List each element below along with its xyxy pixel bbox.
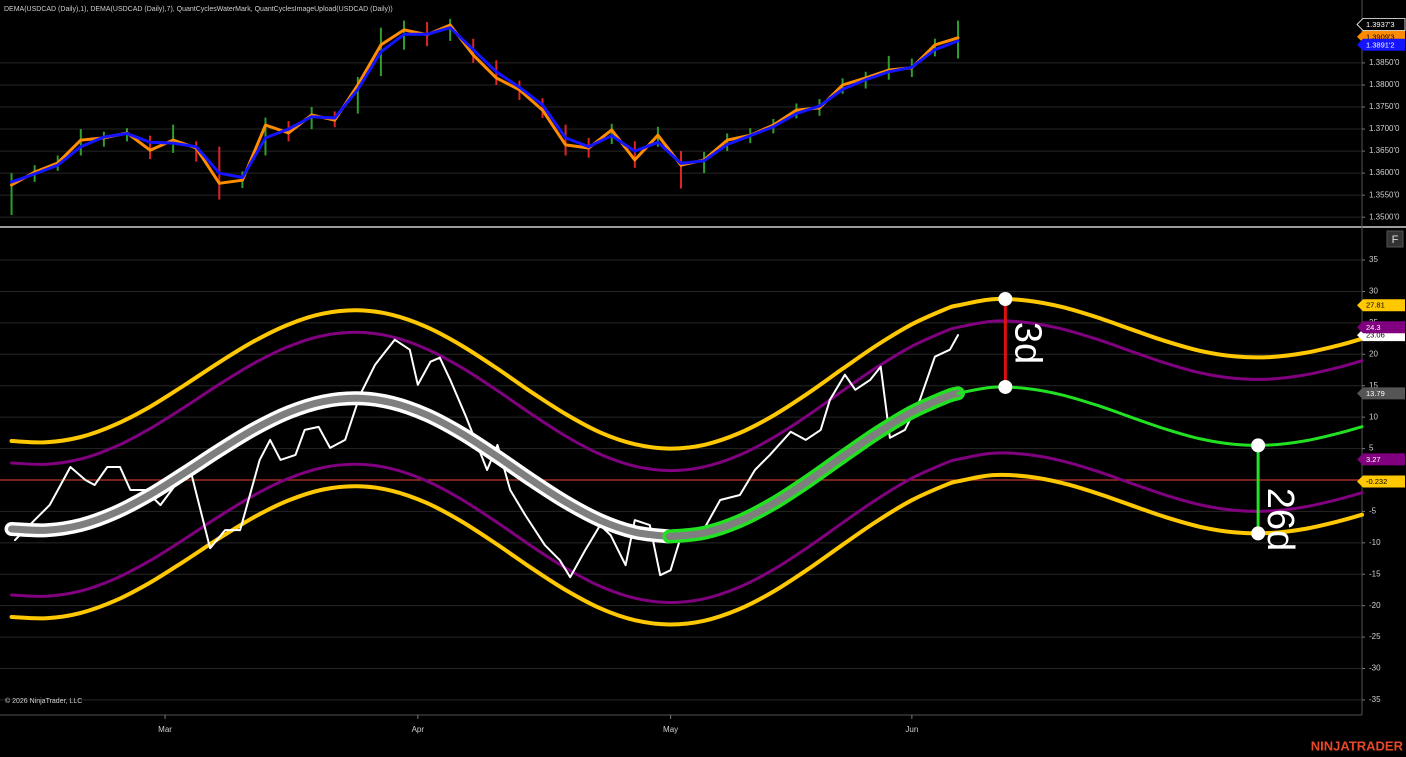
logo: NINJATRADER: [1311, 738, 1404, 753]
price-marker: [1356, 18, 1406, 31]
price-marker: [1357, 453, 1405, 466]
y-tick-label: 1.3550'0: [1369, 190, 1400, 199]
y-tick-label: 5: [1369, 444, 1374, 453]
y-tick-label: 1.3850'0: [1369, 58, 1400, 67]
price-marker: [1357, 475, 1405, 488]
y-tick-label: 10: [1369, 412, 1378, 421]
x-tick-label: Jun: [905, 725, 918, 734]
price-marker-label: 13.79: [1366, 389, 1385, 398]
span-end: [1251, 526, 1266, 541]
y-tick-label: -35: [1369, 695, 1381, 704]
copyright: © 2026 NinjaTrader, LLC: [5, 697, 82, 705]
series-line: [665, 389, 962, 541]
y-tick-label: 1.3600'0: [1369, 168, 1400, 177]
x-tick-label: Apr: [412, 725, 425, 734]
y-tick-label: 1.3650'0: [1369, 146, 1400, 155]
series-line: [8, 394, 673, 540]
indicator-header: DEMA(USDCAD (Daily),1), DEMA(USDCAD (Dai…: [4, 6, 393, 13]
y-tick-label: 35: [1369, 255, 1378, 264]
series-line: [956, 385, 1364, 447]
y-tick-label: 1.3750'0: [1369, 102, 1400, 111]
y-tick-label: -20: [1369, 601, 1381, 610]
price-marker: [1357, 321, 1405, 334]
x-tick-label: Mar: [158, 725, 172, 734]
span-end: [1251, 438, 1266, 453]
series-line: [10, 451, 1364, 605]
series-line: [10, 26, 960, 184]
y-tick-label: 1.3500'0: [1369, 212, 1400, 221]
span-end: [998, 379, 1013, 394]
price-marker-label: 1.3891'2: [1366, 40, 1395, 49]
series-line: [9, 472, 1364, 627]
price-marker-label: -0.232: [1366, 477, 1387, 486]
panel-button[interactable]: [1386, 230, 1404, 248]
price-marker-label: 27.81: [1366, 301, 1385, 310]
y-tick-label: -10: [1369, 538, 1381, 547]
y-tick-label: 15: [1369, 381, 1378, 390]
price-marker-label: 3.27: [1366, 455, 1381, 464]
price-marker-label: 1.3937'3: [1366, 20, 1395, 29]
y-tick-label: -5: [1369, 507, 1377, 516]
price-marker: [1357, 38, 1405, 51]
cycle-span-label: 3d: [1006, 322, 1048, 364]
price-marker: [1357, 299, 1405, 312]
plot-layers: 1.3500'0 1.3550'0 1.3600'0 1.3650'0 1.3700'0…: [0, 18, 1406, 734]
y-tick-label: 1.3800'0: [1369, 80, 1400, 89]
y-tick-label: -25: [1369, 632, 1381, 641]
series-line: [9, 296, 1364, 451]
panel-button-label[interactable]: F: [1392, 234, 1399, 246]
span-end: [998, 292, 1013, 307]
price-marker: [1357, 387, 1405, 400]
y-tick-label: 20: [1369, 349, 1378, 358]
cycle-span-label: 26d: [1259, 488, 1301, 551]
series-line: [10, 319, 1364, 473]
price-marker-label: 24.3: [1366, 323, 1381, 332]
y-tick-label: 1.3700'0: [1369, 124, 1400, 133]
y-tick-label: -30: [1369, 664, 1381, 673]
x-tick-label: May: [663, 725, 678, 734]
y-tick-label: 30: [1369, 287, 1378, 296]
y-tick-label: -15: [1369, 569, 1381, 578]
price-marker-label: 23.06: [1366, 331, 1385, 340]
price-marker-label: 1.3909'3: [1366, 32, 1395, 41]
